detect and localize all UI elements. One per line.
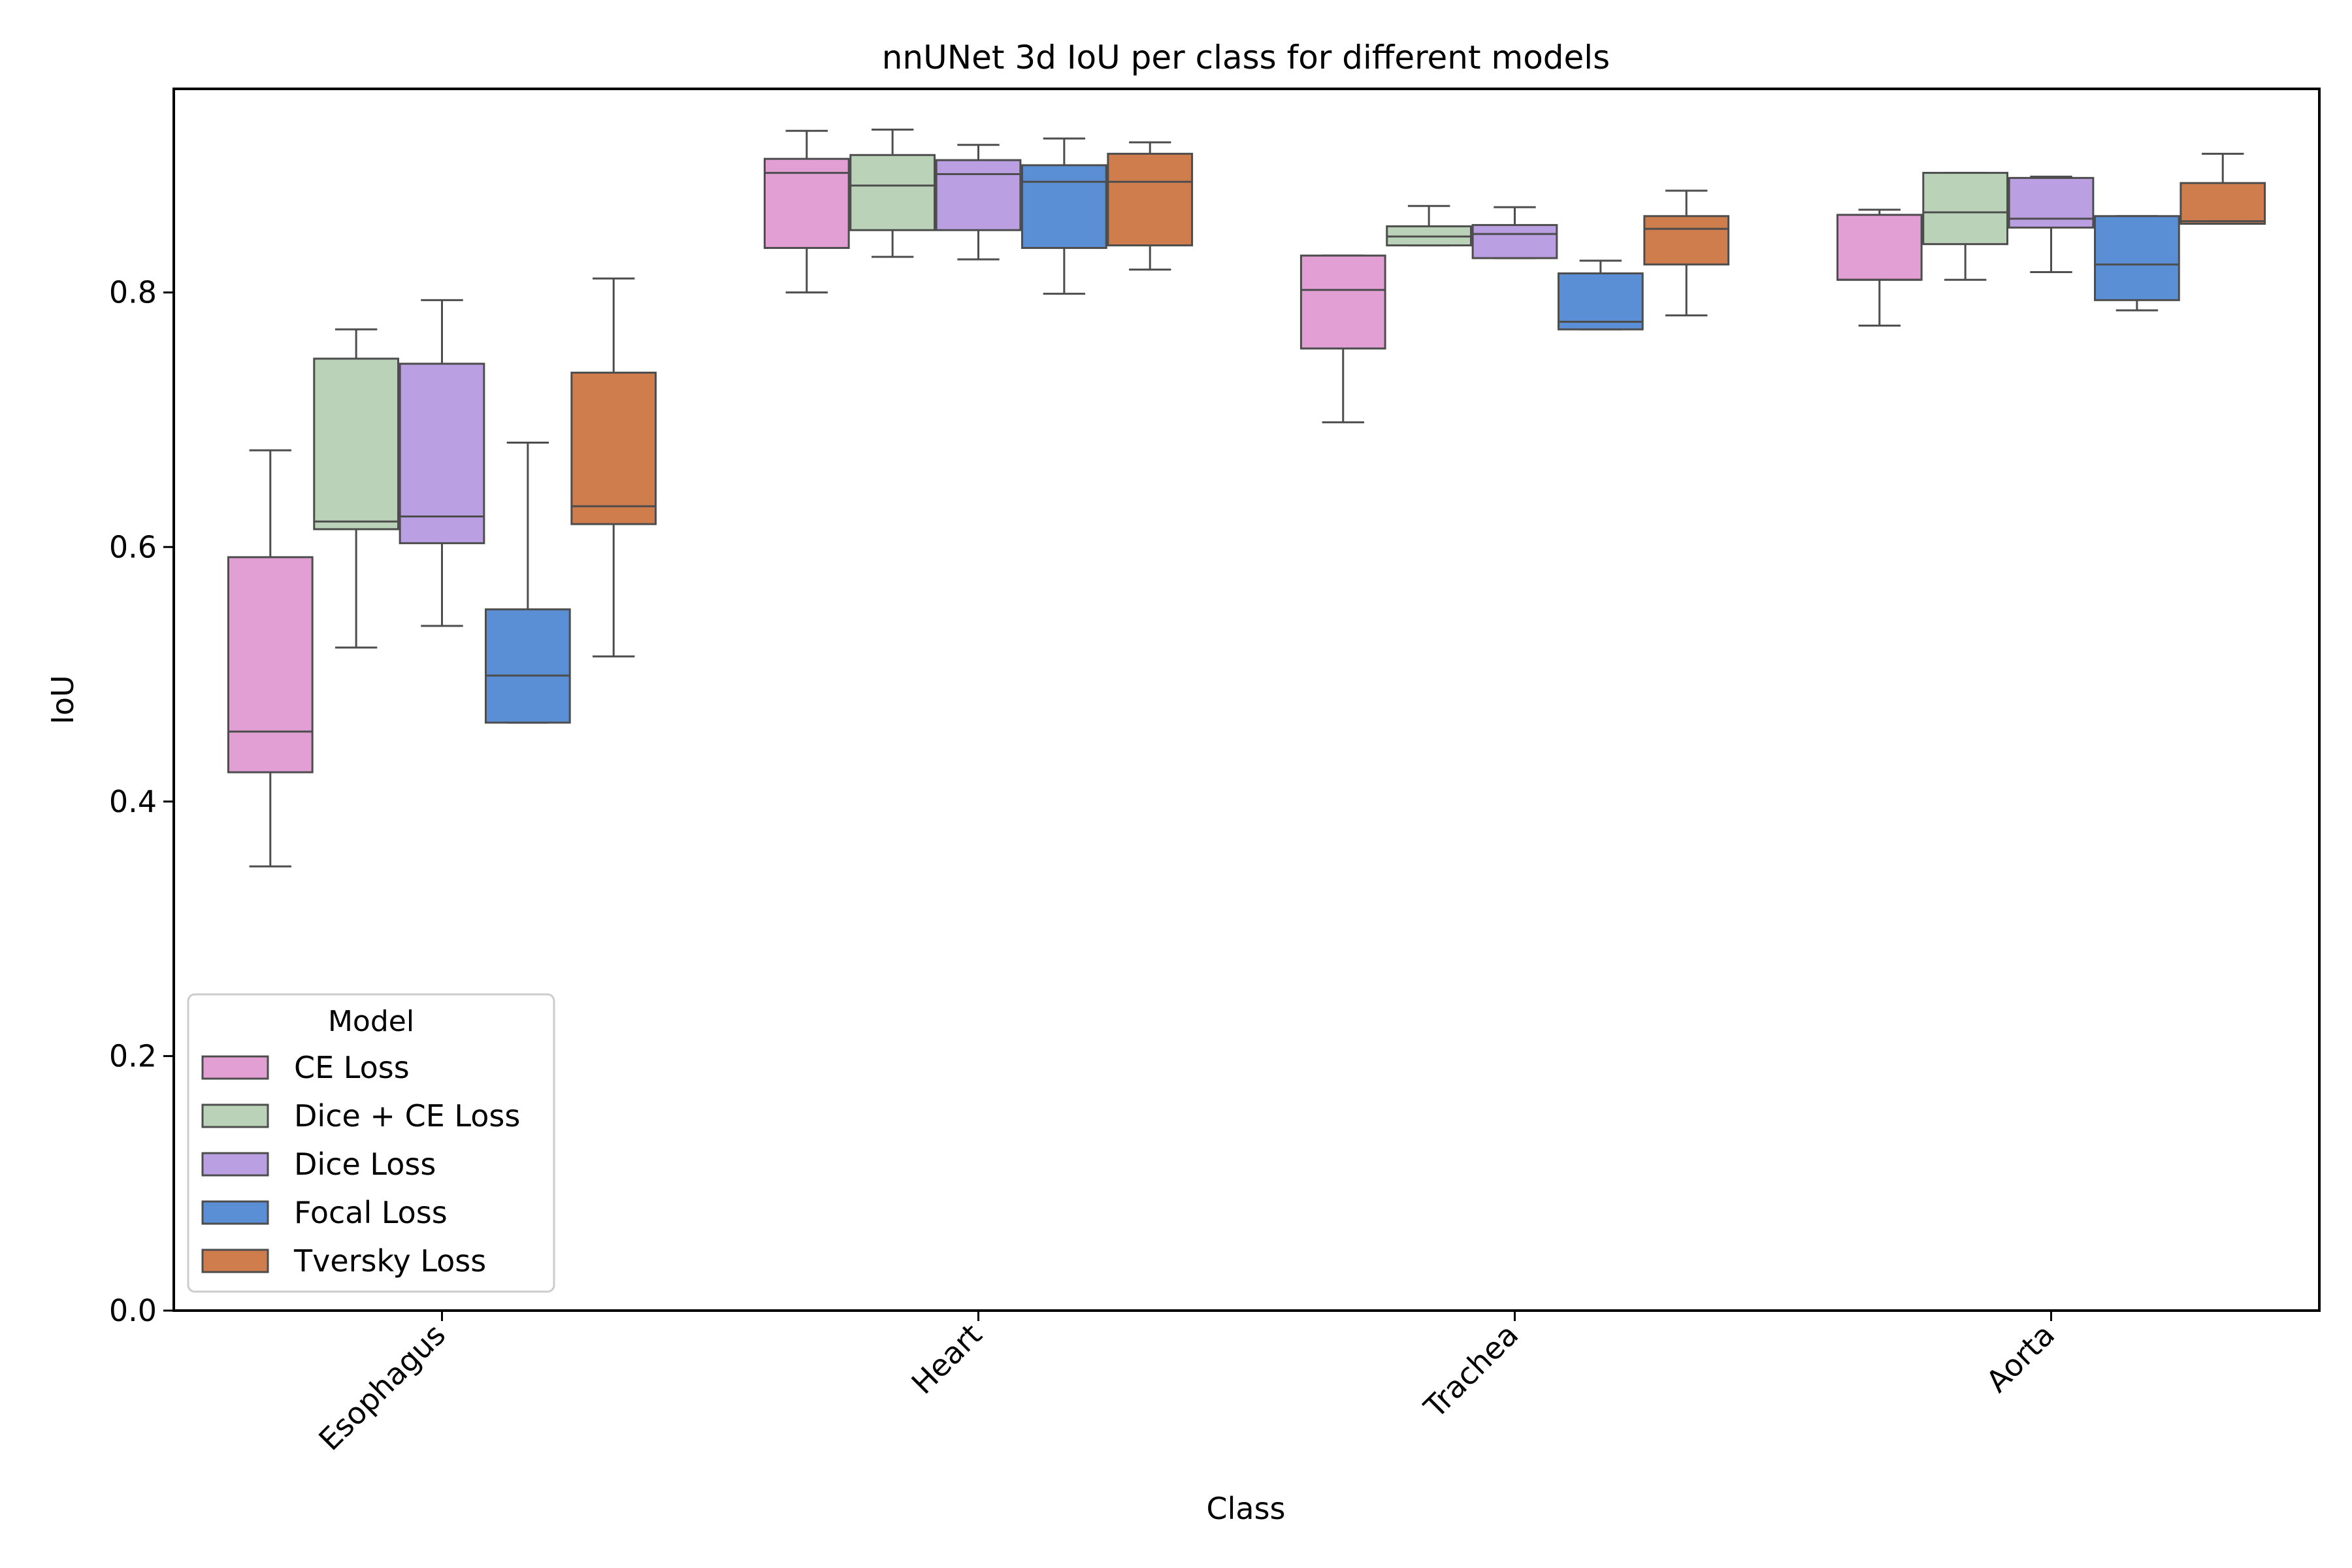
- box-3-0: [1836, 208, 1923, 327]
- legend-entry: Tversky Loss: [201, 1243, 486, 1279]
- legend-label: Tversky Loss: [293, 1243, 486, 1279]
- legend-swatch: [201, 1055, 269, 1080]
- box-3-4: [2180, 152, 2266, 225]
- chart-title: nnUNet 3d IoU per class for different mo…: [882, 39, 1610, 76]
- legend-swatch: [201, 1152, 269, 1177]
- box-body: [2180, 182, 2266, 225]
- box-body: [2008, 176, 2095, 229]
- box-body: [1471, 223, 1558, 259]
- box-body: [1299, 254, 1386, 350]
- box-0-1: [313, 328, 400, 649]
- legend-frame: [187, 993, 555, 1293]
- y-tick-label: 0.8: [109, 275, 157, 310]
- plot-area: [227, 128, 2266, 868]
- box-body: [484, 608, 571, 724]
- box-body: [313, 357, 400, 531]
- y-tick-label: 0.4: [109, 784, 157, 819]
- legend-entry: CE Loss: [201, 1050, 410, 1085]
- x-tick-label: Heart: [905, 1317, 989, 1401]
- box-body: [2093, 215, 2180, 301]
- box-1-4: [1107, 141, 1194, 271]
- box-body: [570, 371, 657, 525]
- legend-swatch: [201, 1103, 269, 1128]
- box-body: [1922, 172, 2009, 246]
- box-1-2: [935, 144, 1022, 261]
- legend-entries: CE Loss Dice + CE Loss Dice Loss Focal Loss…: [201, 1050, 520, 1279]
- y-tick-label: 0.2: [109, 1038, 157, 1073]
- y-axis: 0.0 0.2 0.4 0.6 0.8: [109, 275, 174, 1328]
- legend-entry: Dice + CE Loss: [201, 1098, 520, 1134]
- box-1-3: [1021, 137, 1107, 295]
- box-2-3: [1557, 259, 1644, 331]
- box-0-2: [399, 299, 485, 627]
- box-2-4: [1643, 189, 1730, 317]
- legend-swatch: [201, 1200, 269, 1225]
- x-tick-label: Aorta: [1979, 1317, 2061, 1399]
- box-3-1: [1922, 172, 2009, 281]
- box-body: [935, 159, 1022, 231]
- box-0-0: [227, 449, 314, 868]
- legend-swatch: [201, 1249, 269, 1273]
- box-3-2: [2008, 175, 2095, 273]
- box-1-0: [763, 129, 850, 294]
- box-2-2: [1471, 206, 1558, 259]
- box-2-1: [1386, 204, 1473, 247]
- box-0-4: [570, 277, 657, 658]
- box-body: [227, 556, 314, 774]
- box-body: [1643, 215, 1730, 266]
- x-axis-label: Class: [1206, 1491, 1285, 1526]
- box-body: [849, 154, 936, 231]
- x-axis: Esophagus Heart Trachea Aorta: [312, 1311, 2061, 1458]
- legend-label: CE Loss: [294, 1050, 410, 1085]
- legend-label: Focal Loss: [294, 1195, 448, 1230]
- legend-label: Dice + CE Loss: [294, 1098, 520, 1134]
- y-axis-label: IoU: [45, 675, 80, 724]
- box-1-1: [849, 128, 936, 258]
- axes-frame: [172, 88, 2321, 1312]
- legend-label: Dice Loss: [294, 1147, 436, 1182]
- x-tick-label: Trachea: [1417, 1317, 1526, 1426]
- box-3-3: [2093, 215, 2180, 312]
- legend-title: Model: [328, 1005, 414, 1038]
- y-tick-label: 0.6: [109, 529, 157, 564]
- box-body: [1107, 152, 1194, 247]
- legend: Model CE Loss Dice + CE Loss Dice Loss Foca…: [187, 993, 555, 1293]
- legend-entry: Focal Loss: [201, 1195, 448, 1230]
- box-body: [1021, 164, 1107, 249]
- x-tick-label: Esophagus: [312, 1317, 452, 1458]
- legend-entry: Dice Loss: [201, 1147, 436, 1182]
- box-body: [1557, 272, 1644, 331]
- box-0-3: [484, 442, 571, 724]
- box-body: [399, 363, 485, 544]
- box-body: [1836, 214, 1923, 281]
- box-2-0: [1299, 254, 1386, 423]
- y-tick-label: 0.0: [109, 1293, 157, 1328]
